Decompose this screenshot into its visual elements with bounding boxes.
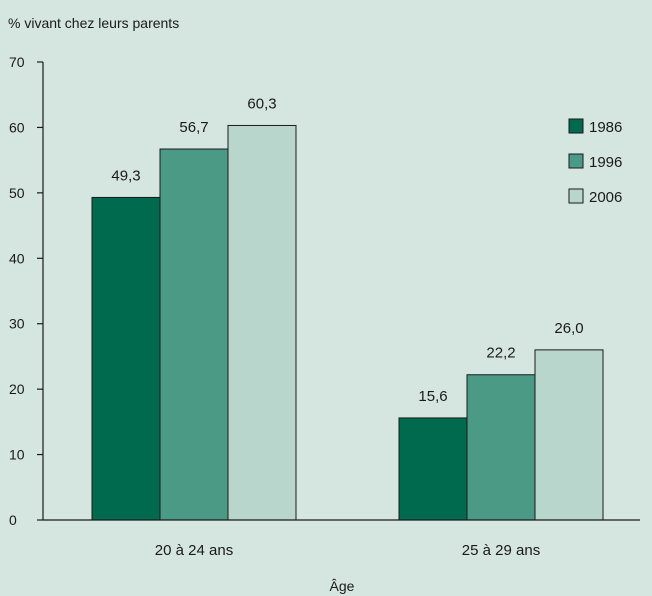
data-label: 60,3: [247, 95, 276, 112]
y-tick-label: 30: [9, 316, 25, 332]
y-tick-label: 60: [9, 119, 25, 135]
legend-label-1986: 1986: [589, 119, 622, 136]
y-axis-title: % vivant chez leurs parents: [8, 15, 179, 31]
legend-swatch-2006: [568, 188, 584, 204]
x-axis: 20 à 24 ans 25 à 29 ans: [43, 519, 640, 559]
x-category-label: 25 à 29 ans: [462, 542, 540, 559]
legend-label-2006: 2006: [589, 189, 622, 206]
data-label: 56,7: [179, 119, 208, 136]
bar-2006-2: [534, 349, 604, 521]
bar-2006-1: [227, 124, 297, 521]
legend: 1986 1996 2006: [568, 118, 622, 206]
bar-1996-2: [466, 374, 536, 521]
data-label: 22,2: [486, 345, 515, 362]
data-label: 15,6: [418, 388, 447, 405]
bar-1986-2: [398, 417, 468, 521]
x-axis-title: Âge: [330, 578, 355, 594]
data-label: 26,0: [554, 320, 583, 337]
bars: 49,3 56,7 60,3 15,6 22,2 26,0: [91, 95, 604, 521]
data-label: 49,3: [111, 167, 140, 184]
y-tick-label: 20: [9, 381, 25, 397]
y-tick-label: 0: [9, 512, 17, 528]
y-axis: 0 10 20 30 40 50 60 70: [9, 54, 44, 528]
legend-swatch-1986: [568, 118, 584, 134]
legend-swatch-1996: [568, 153, 584, 169]
y-tick-label: 10: [9, 447, 25, 463]
y-tick-label: 50: [9, 185, 25, 201]
y-tick-label: 70: [9, 54, 25, 70]
bar-1996-1: [159, 148, 229, 521]
y-tick-label: 40: [9, 250, 25, 266]
x-category-label: 20 à 24 ans: [155, 542, 233, 559]
bar-1986-1: [91, 196, 161, 521]
legend-label-1996: 1996: [589, 154, 622, 171]
